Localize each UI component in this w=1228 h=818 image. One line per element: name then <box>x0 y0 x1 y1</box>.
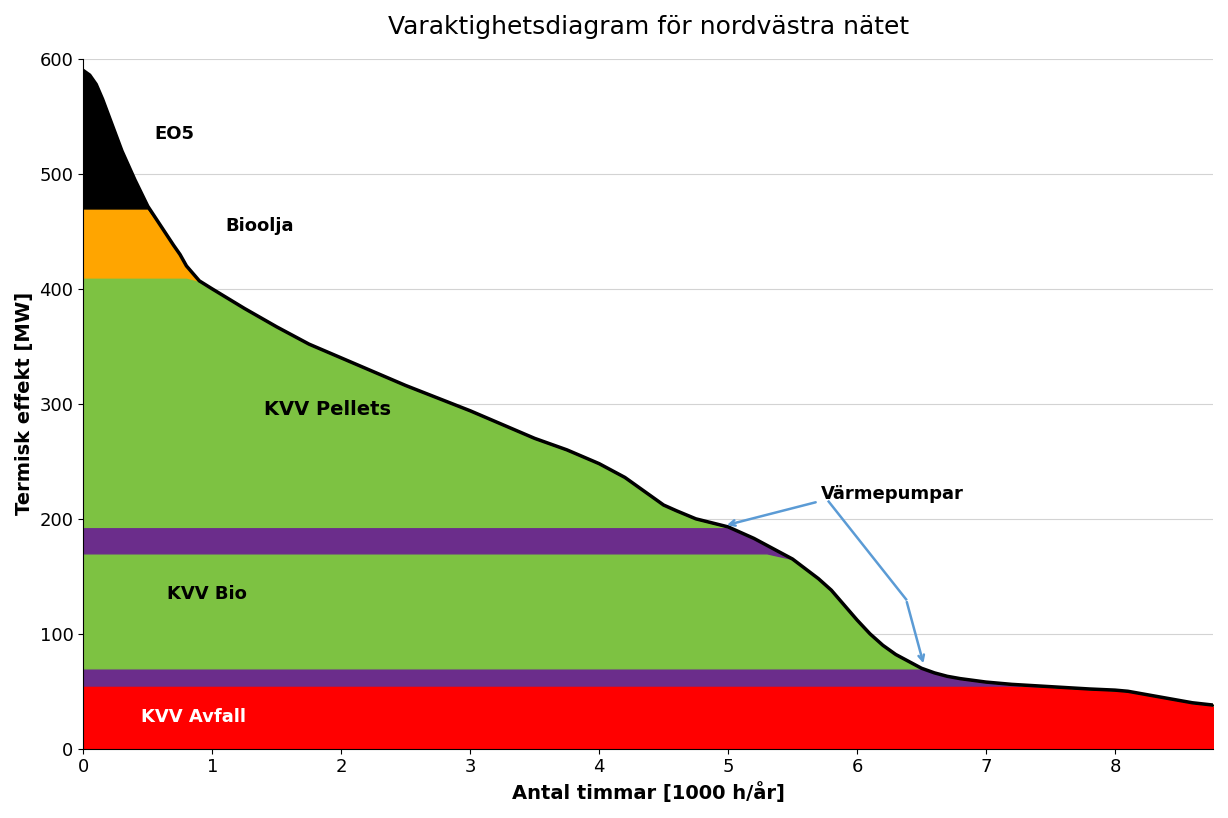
Text: Värmepumpar: Värmepumpar <box>822 484 964 502</box>
Text: Bioolja: Bioolja <box>225 217 293 235</box>
Text: KVV Bio: KVV Bio <box>167 585 247 603</box>
Text: KVV Avfall: KVV Avfall <box>141 708 247 726</box>
Title: Varaktighetsdiagram för nordvästra nätet: Varaktighetsdiagram för nordvästra nätet <box>388 15 909 39</box>
X-axis label: Antal timmar [1000 h/år]: Antal timmar [1000 h/år] <box>512 782 785 803</box>
Text: EO5: EO5 <box>155 124 194 142</box>
Text: KVV Pellets: KVV Pellets <box>264 400 391 419</box>
Y-axis label: Termisk effekt [MW]: Termisk effekt [MW] <box>15 292 34 515</box>
